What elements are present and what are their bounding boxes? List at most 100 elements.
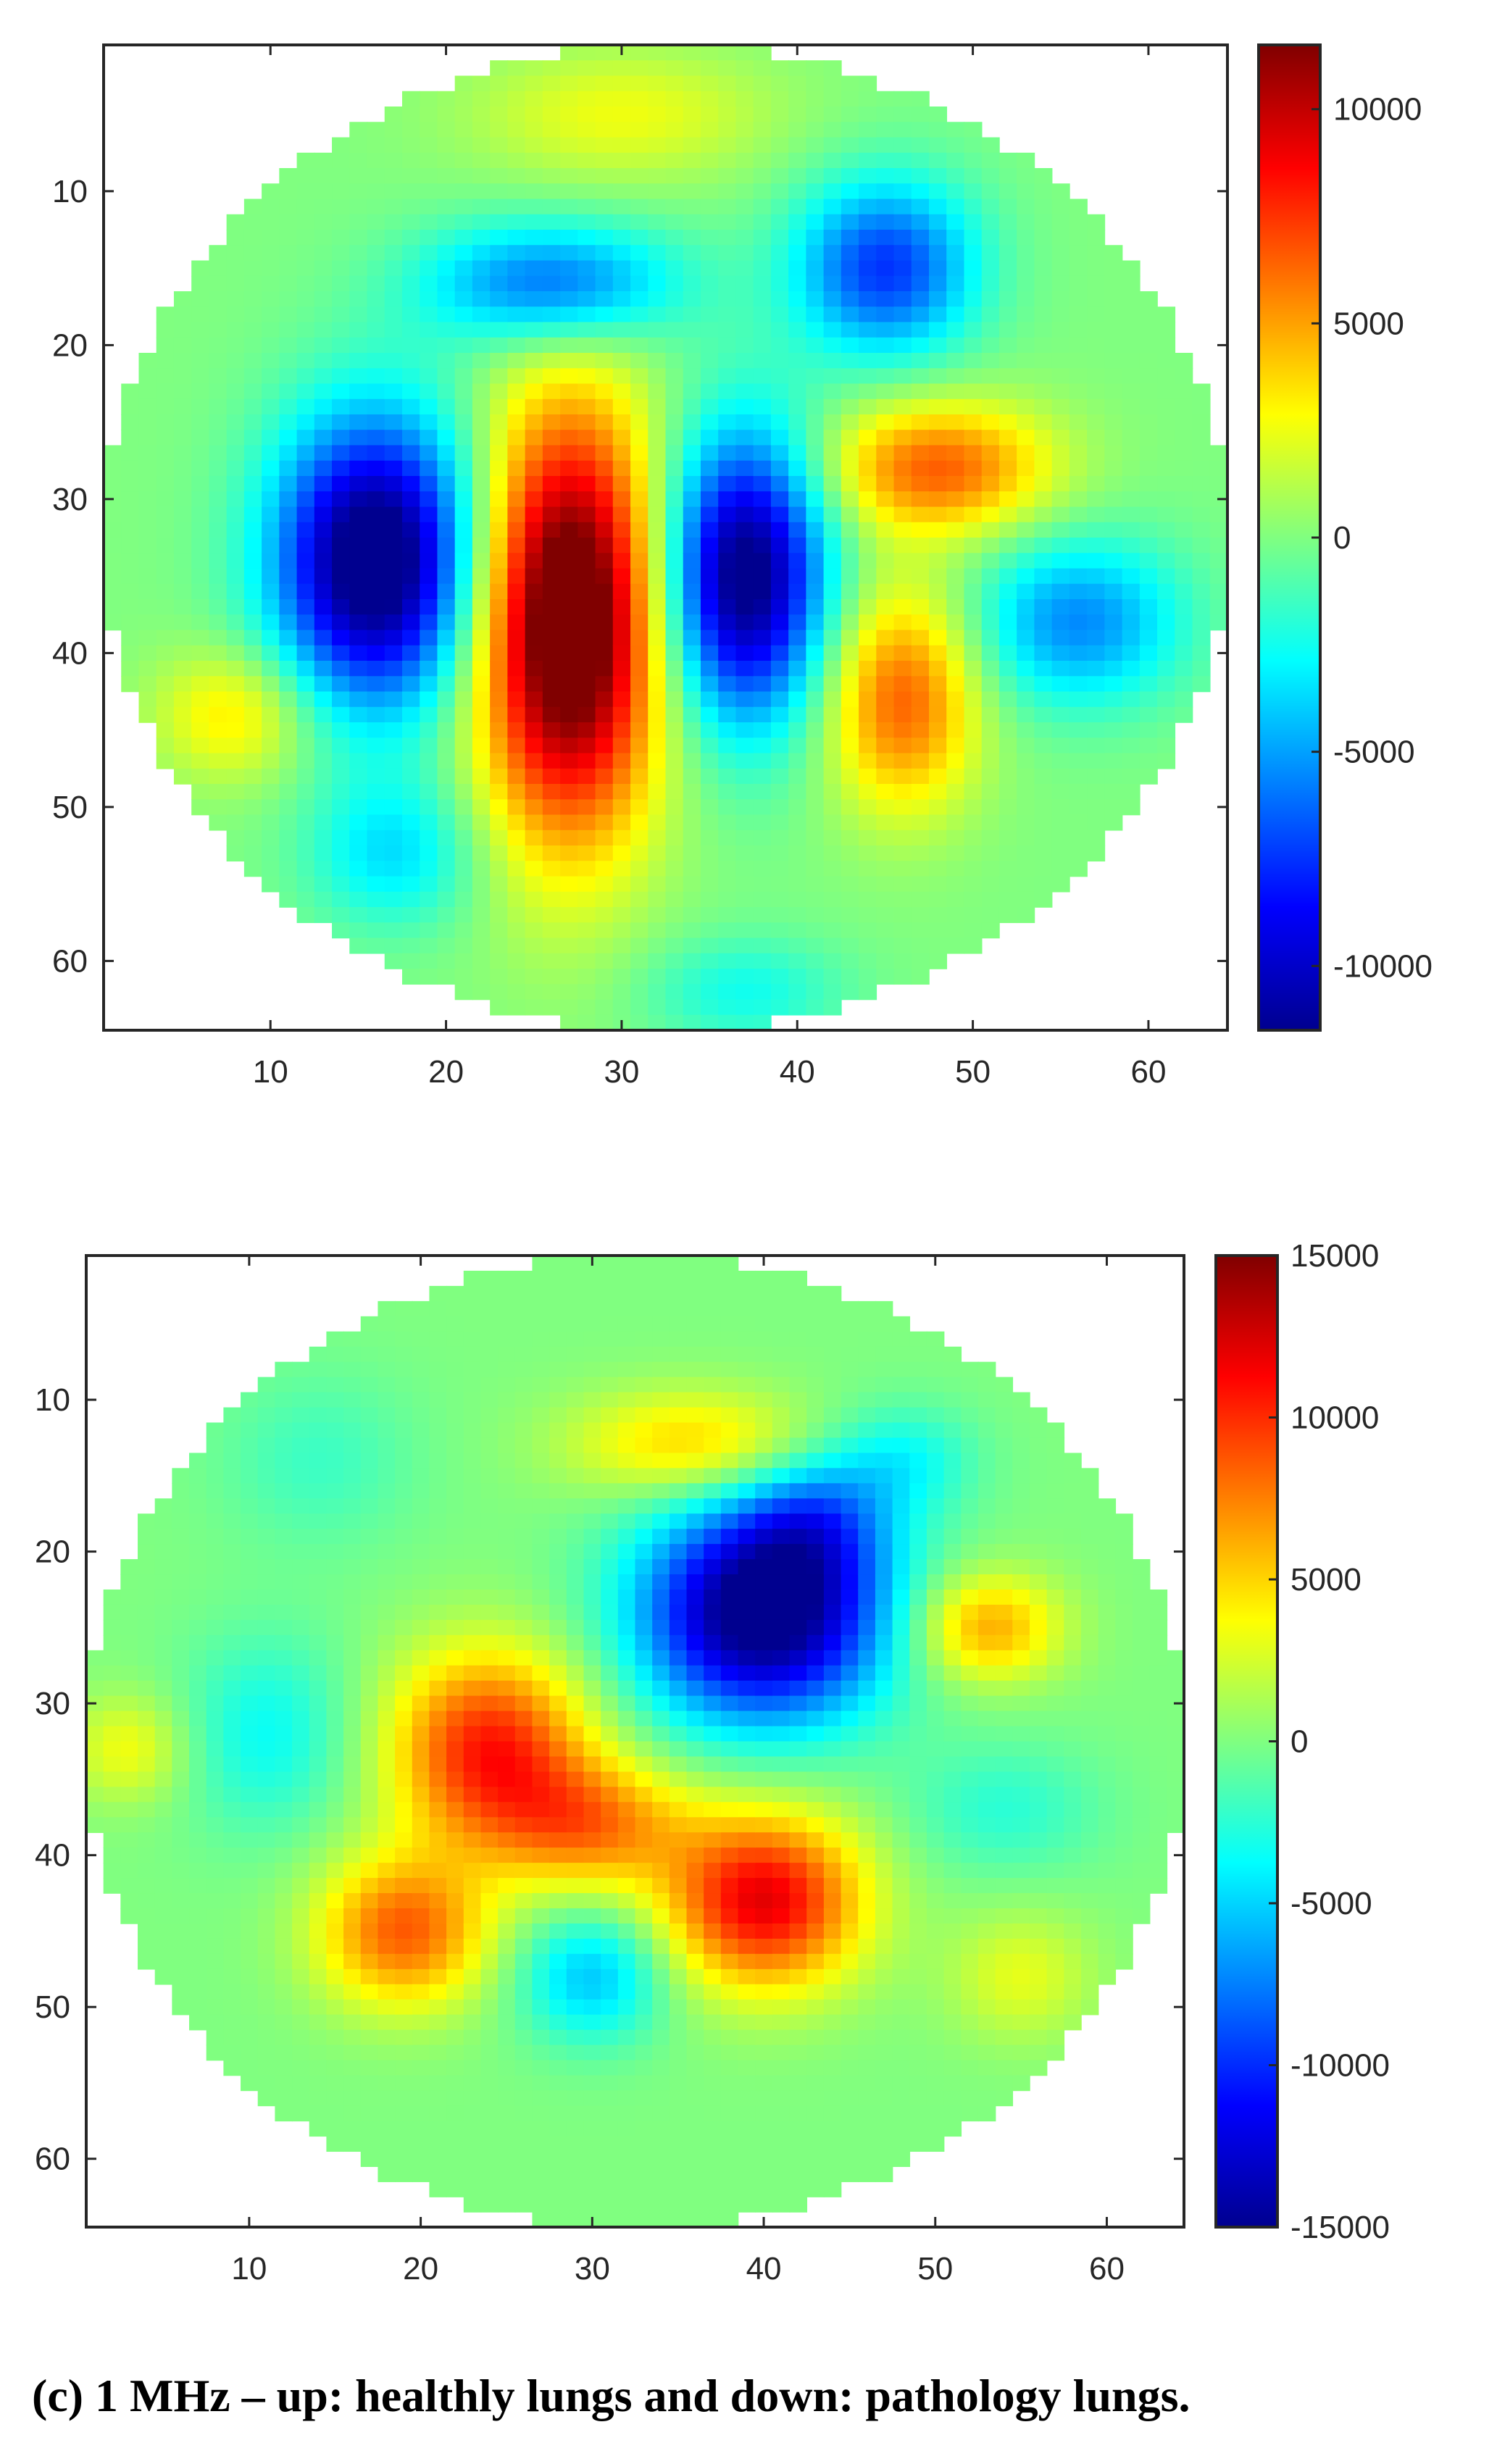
heatmap-cell (612, 306, 631, 323)
heatmap-cell (412, 1619, 430, 1636)
heatmap-cell (454, 214, 473, 230)
heatmap-cell (718, 445, 737, 462)
heatmap-cell (257, 1453, 276, 1469)
heatmap-cell (507, 91, 526, 107)
heatmap-cell (595, 137, 614, 154)
heatmap-cell (332, 891, 351, 908)
heatmap-cell (560, 168, 579, 185)
heatmap-cell (612, 91, 631, 107)
heatmap-cell (583, 1483, 601, 1500)
heatmap-cell (998, 830, 1017, 846)
heatmap-cell (683, 568, 701, 585)
heatmap-cell (683, 599, 701, 616)
heatmap-cell (770, 60, 789, 77)
heatmap-cell (384, 398, 403, 415)
heatmap-cell (549, 1589, 567, 1605)
heatmap-cell (1051, 260, 1070, 277)
heatmap-cell (384, 214, 403, 230)
heatmap-cell (841, 861, 859, 877)
heatmap-cell (753, 676, 772, 693)
heatmap-cell (823, 199, 842, 215)
heatmap-cell (648, 937, 667, 954)
heatmap-cell (412, 1468, 430, 1484)
heatmap-cell (103, 1604, 122, 1621)
heatmap-cell (525, 861, 543, 877)
heatmap-cell (823, 738, 842, 754)
heatmap-cell (463, 2181, 482, 2197)
heatmap-cell (241, 1574, 259, 1590)
heatmap-cell (577, 137, 596, 154)
heatmap-cell (279, 414, 298, 431)
heatmap-cell (929, 414, 948, 431)
heatmap-cell (1104, 260, 1123, 277)
heatmap-cell (463, 1483, 482, 1500)
heatmap-cell (542, 260, 561, 277)
heatmap-cell (946, 799, 965, 816)
heatmap-cell (998, 199, 1017, 215)
heatmap-cell (859, 491, 877, 508)
heatmap-cell (841, 768, 859, 785)
heatmap-cell (612, 260, 631, 277)
heatmap-cell (257, 1741, 276, 1758)
heatmap-cell (412, 1984, 430, 2000)
heatmap-cell (859, 522, 877, 538)
heatmap-cell (929, 861, 948, 877)
heatmap-cell (1087, 568, 1106, 585)
heatmap-cell (876, 599, 895, 616)
heatmap-cell (490, 691, 509, 708)
heatmap-cell (577, 91, 596, 107)
heatmap-cell (138, 1923, 156, 1939)
heatmap-cell (583, 1392, 601, 1408)
heatmap-cell (360, 1711, 379, 1727)
heatmap-cell (367, 368, 385, 385)
heatmap-cell (395, 1680, 413, 1697)
heatmap-cell (206, 1802, 225, 1818)
heatmap-cell (595, 722, 614, 739)
heatmap-cell (648, 152, 667, 169)
heatmap-cell (998, 614, 1017, 631)
heatmap-cell (472, 799, 491, 816)
heatmap-cell (946, 152, 965, 169)
heatmap-cell (309, 1498, 328, 1514)
heatmap-cell (532, 1392, 550, 1408)
heatmap-cell (735, 538, 754, 554)
heatmap-cell (454, 738, 473, 754)
heatmap-cell (964, 937, 983, 954)
heatmap-cell (1175, 583, 1193, 600)
heatmap-cell (700, 398, 719, 415)
heatmap-cell (384, 306, 403, 323)
heatmap-cell (1087, 522, 1106, 538)
heatmap-cell (243, 583, 262, 600)
heatmap-cell (601, 1908, 619, 1924)
heatmap-cell (542, 275, 561, 292)
heatmap-cell (998, 599, 1017, 616)
heatmap-cell (946, 275, 965, 292)
heatmap-cell (577, 645, 596, 661)
heatmap-cell (718, 306, 737, 323)
heatmap-cell (665, 230, 684, 246)
heatmap-cell (498, 1422, 516, 1439)
heatmap-cell (326, 1634, 344, 1651)
heatmap-cell (360, 1331, 379, 1348)
heatmap-cell (507, 722, 526, 739)
heatmap-cell (788, 784, 807, 801)
heatmap-cell (367, 322, 385, 338)
heatmap-cell (209, 306, 228, 323)
heatmap-cell (617, 2045, 636, 2061)
heatmap-cell (490, 383, 509, 400)
heatmap-cell (601, 1923, 619, 1939)
heatmap-cell (946, 676, 965, 693)
heatmap-cell (788, 460, 807, 477)
heatmap-cell (532, 2166, 550, 2182)
heatmap-cell (583, 1984, 601, 2000)
heatmap-cell (583, 1513, 601, 1529)
heatmap-cell (296, 199, 315, 215)
heatmap-cell (566, 1604, 585, 1621)
heatmap-cell (490, 75, 509, 92)
heatmap-cell (577, 1014, 596, 1031)
heatmap-cell (1175, 522, 1193, 538)
heatmap-cell (542, 937, 561, 954)
heatmap-cell (525, 722, 543, 739)
heatmap-cell (981, 491, 1000, 508)
heatmap-cell (454, 861, 473, 877)
